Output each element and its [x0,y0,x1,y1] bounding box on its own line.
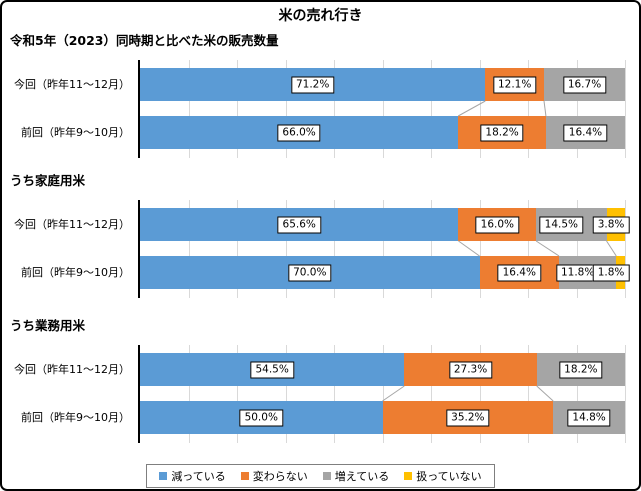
gridline [237,60,238,158]
section-header-total-sales: 令和5年（2023）同時期と比べた米の販売数量 [10,33,279,48]
gridline [625,200,626,298]
bar-row: 66.0% 18.2% 16.4% [140,116,625,149]
bar-row: 71.2% 12.1% 16.7% [140,68,625,101]
gridline [479,345,481,443]
gridline [334,345,335,443]
data-label: 71.2% [290,76,335,93]
gridline [576,200,578,298]
gridline [625,345,626,443]
legend-swatch-not-handled [404,472,413,480]
bar-row: 65.6% 16.0% 14.5% 3.8% [140,208,630,241]
section-header-household-rice: うち家庭用米 [10,173,86,188]
legend-items: 減っている 変わらない 増えている 扱っていない [159,468,482,484]
y-axis-line [138,200,140,298]
legend-label: 変わらない [252,470,308,483]
data-label: 14.5% [539,216,584,233]
gridline [285,345,287,443]
data-label: 11.8% [555,264,600,281]
category-label: 前回（昨年9～10月） [21,126,130,139]
gridline [188,345,190,443]
legend-item-decreasing: 減っている [159,468,226,484]
data-label: 66.0% [277,124,321,141]
connector-lines [140,386,625,401]
gridline [382,345,384,443]
category-label: 今回（昨年11～12月） [14,218,130,231]
plot-household-rice: 65.6% 16.0% 14.5% 3.8% 70.0% 16.4% 11.8% 1.8% 今回… [2,200,639,298]
gridline [285,60,287,158]
data-label: 35.2% [446,409,490,426]
data-label: 50.0% [239,409,283,426]
legend-label: 増えている [334,470,390,483]
data-label: 54.5% [250,361,294,378]
data-label: 1.8% [592,264,630,281]
gridline [528,200,529,298]
data-label: 16.4% [497,264,541,281]
gridline [334,60,335,158]
legend-item-increasing: 増えている [322,468,390,484]
data-label: 70.0% [288,264,332,281]
plot-business-rice: 54.5% 27.3% 18.2% 50.0% 35.2% 14.8% 今回（昨年11～12… [2,345,639,443]
data-label: 12.1% [492,76,537,93]
legend: 減っている 変わらない 増えている 扱っていない [146,464,495,488]
data-label: 16.0% [475,216,519,233]
legend-label: 減っている [171,470,226,483]
gridline [431,200,432,298]
gridline [334,200,335,298]
connector-lines [140,241,625,256]
gridline [237,200,238,298]
gridline [528,60,529,158]
gridline [576,60,578,158]
category-label: 今回（昨年11～12月） [14,363,130,376]
category-label: 前回（昨年9～10月） [21,266,130,279]
gridline [431,60,432,158]
legend-item-not-handled: 扱っていない [404,468,482,484]
gridline [625,60,626,158]
connector-lines [140,101,625,116]
legend-swatch-unchanged [240,472,249,480]
data-label: 18.2% [559,361,603,378]
gridline [285,200,287,298]
gridline [237,345,238,443]
data-label: 16.7% [562,76,607,93]
chart-title: 米の売れ行き [278,8,363,24]
gridline [382,60,384,158]
gridline [528,345,529,443]
gridline [188,60,190,158]
data-label: 16.4% [563,124,608,141]
category-label: 今回（昨年11～12月） [14,78,130,91]
data-label: 3.8% [592,216,630,233]
gridline [479,200,481,298]
category-label: 前回（昨年9～10月） [21,411,130,424]
legend-swatch-decreasing [159,472,168,480]
section-header-business-rice: うち業務用米 [10,318,86,333]
gridline [188,200,190,298]
gridline [382,200,384,298]
bars-area: 54.5% 27.3% 18.2% 50.0% 35.2% 14.8% [140,345,626,443]
bar-row: 50.0% 35.2% 14.8% [140,401,625,434]
data-label: 14.8% [567,409,611,426]
data-label: 18.2% [480,124,524,141]
y-axis-line [138,345,140,443]
gridline [479,60,481,158]
y-axis-line [138,60,140,158]
bar-row: 54.5% 27.3% 18.2% [140,353,625,386]
gridline [576,345,578,443]
data-label: 27.3% [448,361,493,378]
data-label: 65.6% [277,216,321,233]
legend-item-unchanged: 変わらない [240,468,308,484]
plot-total-sales: 71.2% 12.1% 16.7% 66.0% 18.2% 16.4% 今回（昨年11～12… [2,60,639,158]
bar-row: 70.0% 16.4% 11.8% 1.8% [140,256,630,289]
bars-area: 65.6% 16.0% 14.5% 3.8% 70.0% 16.4% 11.8% 1.8% [140,200,630,298]
gridline [431,345,432,443]
legend-swatch-increasing [322,472,331,480]
bars-area: 71.2% 12.1% 16.7% 66.0% 18.2% 16.4% [140,60,626,158]
legend-label: 扱っていない [416,470,482,483]
